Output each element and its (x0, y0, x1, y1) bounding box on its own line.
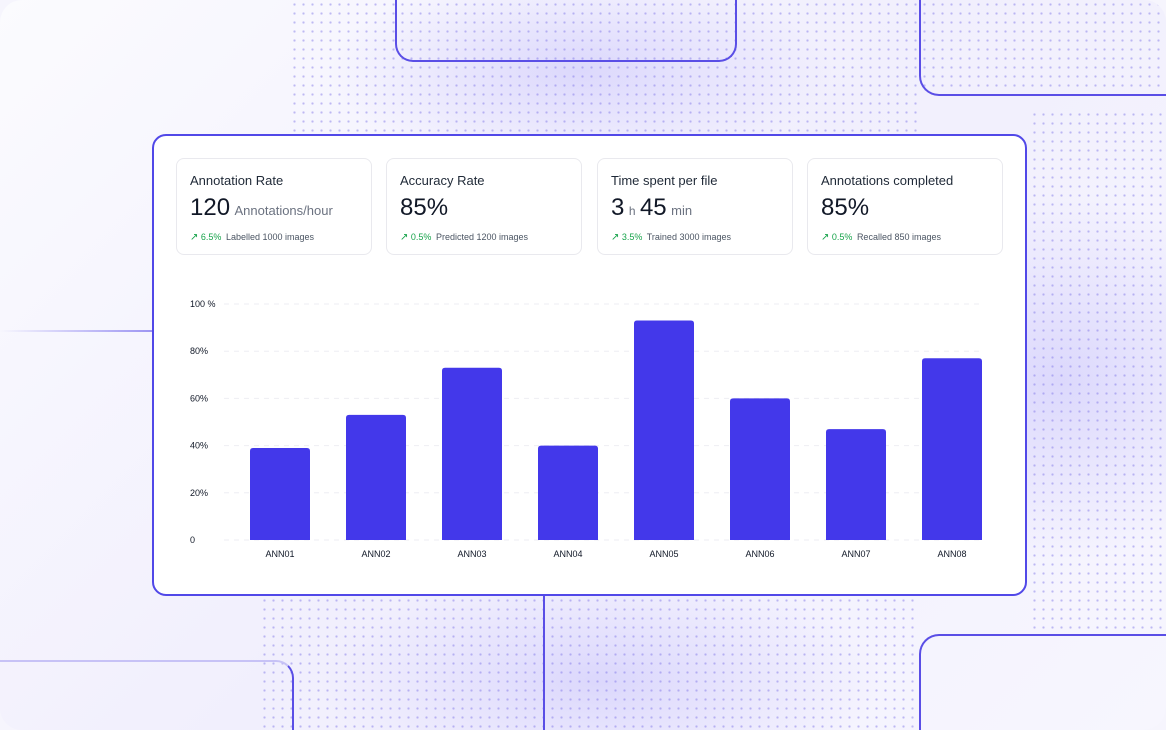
kpi-change: 3.5% (621, 232, 643, 242)
y-tick-label: 80% (190, 346, 208, 356)
kpi-value: 85% (821, 194, 869, 222)
kpi-minutes: 45 (639, 194, 667, 221)
kpi-hours: 3 (611, 194, 625, 221)
x-tick-label: ANN06 (745, 549, 774, 559)
kpi-change: 0.5% (410, 232, 432, 242)
decor-frame-top-right (919, 0, 1166, 96)
kpi-card-time-per-file: Time spent per file 3 h 45 min ↗ 3.5% Tr… (597, 158, 793, 255)
kpi-value: 120 Annotations/hour (190, 194, 333, 222)
kpi-number: 120 (190, 194, 231, 221)
kpi-title: Accuracy Rate (400, 173, 485, 188)
x-tick-label: ANN03 (457, 549, 486, 559)
x-tick-label: ANN01 (265, 549, 294, 559)
kpi-note: Predicted 1200 images (435, 232, 528, 242)
kpi-card-accuracy-rate: Accuracy Rate 85% ↗ 0.5% Predicted 1200 … (386, 158, 582, 255)
kpi-card-annotation-rate: Annotation Rate 120 Annotations/hour ↗ 6… (176, 158, 372, 255)
dot-pattern (920, 0, 1166, 90)
decor-frame-bottom-right (919, 634, 1166, 730)
kpi-number: 85% (400, 194, 449, 221)
x-tick-label: ANN07 (841, 549, 870, 559)
y-tick-label: 100 % (190, 299, 216, 309)
dot-pattern (1030, 110, 1166, 630)
y-tick-label: 40% (190, 441, 208, 451)
trend-up-icon: ↗ (400, 232, 409, 243)
decor-frame-bottom-left (0, 660, 294, 730)
kpi-value: 3 h 45 min (611, 194, 692, 222)
bar-ann07[interactable] (826, 429, 886, 540)
kpi-minutes-unit: min (671, 203, 693, 218)
x-tick-label: ANN05 (649, 549, 678, 559)
trend-up-icon: ↗ (190, 232, 199, 243)
bar-ann04[interactable] (538, 445, 598, 540)
dashboard-card: Annotation Rate 120 Annotations/hour ↗ 6… (152, 134, 1027, 596)
kpi-footer: ↗ 3.5% Trained 3000 images (611, 232, 731, 243)
y-tick-label: 20% (190, 488, 208, 498)
kpi-title: Annotations completed (821, 173, 954, 188)
kpi-note: Trained 3000 images (646, 232, 731, 242)
x-tick-label: ANN08 (937, 549, 966, 559)
bar-ann01[interactable] (250, 447, 310, 540)
kpi-hours-unit: h (628, 204, 636, 218)
kpi-card-annotations-completed: Annotations completed 85% ↗ 0.5% Recalle… (807, 158, 1003, 255)
kpi-title: Annotation Rate (190, 173, 284, 188)
kpi-footer: ↗ 0.5% Recalled 850 images (821, 232, 941, 243)
kpi-number: 85% (821, 194, 870, 221)
decor-line-left (0, 330, 154, 332)
dot-pattern (260, 596, 920, 730)
bar-chart: 0 20% 40% 60% 80% 100 % ANN01 ANN02 ANN03 ANN04 AN… (190, 299, 984, 559)
bar-ann08[interactable] (922, 358, 982, 540)
x-tick-label: ANN02 (361, 549, 390, 559)
trend-up-icon: ↗ (821, 232, 830, 243)
kpi-unit: Annotations/hour (234, 203, 333, 218)
kpi-note: Labelled 1000 images (225, 232, 315, 242)
y-tick-label: 0 (190, 535, 195, 545)
kpi-change: 6.5% (200, 232, 222, 242)
x-tick-label: ANN04 (553, 549, 582, 559)
bar-ann05[interactable] (634, 320, 694, 540)
y-tick-label: 60% (190, 393, 208, 403)
trend-up-icon: ↗ (611, 232, 620, 243)
decor-frame-top (395, 0, 737, 62)
decor-line-bottom (543, 595, 545, 730)
kpi-title: Time spent per file (611, 173, 718, 188)
kpi-value: 85% (400, 194, 448, 222)
bar-ann02[interactable] (346, 414, 406, 540)
kpi-note: Recalled 850 images (856, 232, 941, 242)
kpi-footer: ↗ 0.5% Predicted 1200 images (400, 232, 528, 243)
kpi-change: 0.5% (831, 232, 853, 242)
bar-ann03[interactable] (442, 367, 502, 540)
kpi-footer: ↗ 6.5% Labelled 1000 images (190, 232, 314, 243)
bar-ann06[interactable] (730, 398, 790, 540)
